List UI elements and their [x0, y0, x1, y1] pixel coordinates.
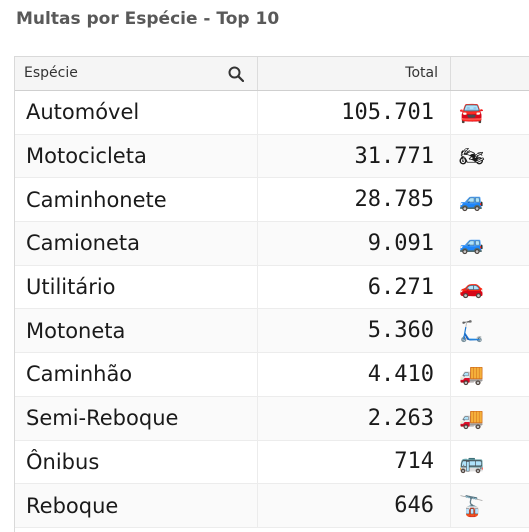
- column-header-icon: [451, 57, 529, 90]
- data-table: Espécie Total Automóvel 105.701 🚘 Motocicle…: [14, 56, 529, 532]
- search-icon[interactable]: [228, 66, 244, 82]
- column-header-total[interactable]: Total: [258, 57, 451, 90]
- table-row[interactable]: Reboque 646 🚡: [15, 484, 529, 528]
- scooter-icon: 🛴: [459, 318, 484, 343]
- trailer-icon: 🚡: [459, 493, 484, 518]
- table-row[interactable]: Utilitário 6.271 🚗: [15, 265, 529, 310]
- motorcycle-icon: 🏍: [459, 144, 485, 169]
- cell-total: 105.701: [258, 91, 451, 134]
- cell-total: 4.410: [258, 353, 451, 396]
- table-header: Espécie Total: [15, 57, 529, 91]
- cell-total: 714: [258, 440, 451, 484]
- table-row[interactable]: Ônibus 714 🚌: [15, 440, 529, 485]
- cell-especie[interactable]: Caminhão: [15, 353, 258, 396]
- table-row[interactable]: Semi-Reboque 2.263 🚚: [15, 396, 529, 441]
- cell-total: 9.091: [258, 222, 451, 265]
- cell-especie[interactable]: Caminhonete: [15, 178, 258, 222]
- cell-total: 31.771: [258, 134, 451, 178]
- utility-car-icon: 🚗: [459, 275, 484, 300]
- cell-especie[interactable]: Semi-Reboque: [15, 396, 258, 440]
- cell-total: 6.271: [258, 265, 451, 309]
- cell-especie[interactable]: Ônibus: [15, 440, 258, 484]
- cell-total: 28.785: [258, 178, 451, 222]
- table-body: Automóvel 105.701 🚘 Motocicleta 31.771 🏍 Camin…: [15, 91, 529, 528]
- cell-total: 5.360: [258, 309, 451, 353]
- semi-trailer-icon: 🚚: [459, 406, 484, 431]
- column-header-especie[interactable]: Espécie: [15, 57, 258, 90]
- cell-especie[interactable]: Automóvel: [15, 91, 258, 134]
- cell-total: 646: [258, 484, 451, 527]
- table-row[interactable]: Automóvel 105.701 🚘: [15, 91, 529, 135]
- table-row[interactable]: Camioneta 9.091 🚙: [15, 222, 529, 266]
- car-icon: 🚘: [459, 100, 484, 125]
- pickup-icon: 🚙: [459, 187, 484, 212]
- cell-especie[interactable]: Motocicleta: [15, 134, 258, 178]
- cell-total: 2.263: [258, 396, 451, 440]
- bus-icon: 🚌: [459, 449, 484, 474]
- table-row[interactable]: Caminhão 4.410 🚚: [15, 353, 529, 397]
- table-row[interactable]: Motoneta 5.360 🛴: [15, 309, 529, 354]
- table-row[interactable]: Caminhonete 28.785 🚙: [15, 178, 529, 223]
- table-row[interactable]: Motocicleta 31.771 🏍: [15, 134, 529, 179]
- chart-title: Multas por Espécie - Top 10: [16, 9, 280, 29]
- cell-especie[interactable]: Reboque: [15, 484, 258, 527]
- suv-icon: 🚙: [459, 231, 484, 256]
- cell-especie[interactable]: Utilitário: [15, 265, 258, 309]
- cell-especie[interactable]: Camioneta: [15, 222, 258, 265]
- cell-especie[interactable]: Motoneta: [15, 309, 258, 353]
- truck-icon: 🚚: [459, 362, 484, 387]
